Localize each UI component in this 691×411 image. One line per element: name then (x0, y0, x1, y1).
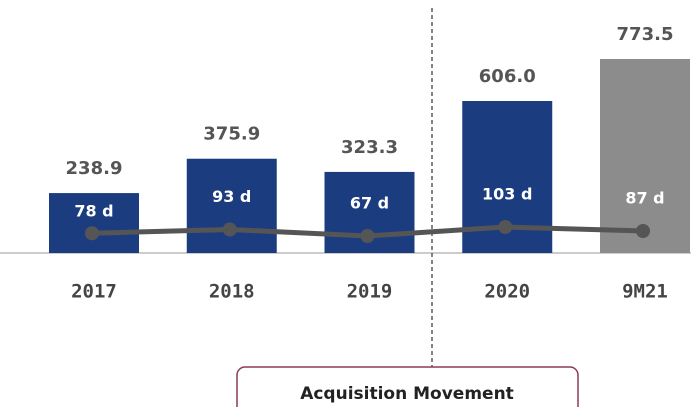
x-tick-label: 2018 (209, 281, 255, 303)
annotation: Acquisition Movement (300, 384, 514, 404)
bar-value-label: 238.9 (66, 158, 123, 179)
bar (186, 158, 277, 253)
x-tick-label: 2020 (484, 281, 530, 303)
bar-value-label: 323.3 (341, 137, 398, 158)
bar (600, 59, 690, 253)
bar-value-label: 606.0 (479, 66, 536, 87)
x-tick-label: 2019 (347, 281, 393, 303)
line-point (498, 220, 513, 234)
bar-value-label: 773.5 (617, 24, 674, 45)
x-tick-label: 2017 (71, 281, 117, 303)
line-value-label: 87 d (625, 189, 664, 208)
line-value-label: 67 d (350, 194, 389, 213)
line-value-label: 78 d (74, 202, 113, 221)
bar-value-label: 375.9 (203, 124, 260, 145)
bar (49, 193, 139, 253)
line-point (222, 222, 237, 237)
line-point (360, 229, 375, 243)
line-point (85, 226, 99, 241)
annotation-box (236, 366, 579, 411)
line-value-label: 103 d (482, 185, 532, 204)
line-point (636, 224, 650, 238)
x-tick-label: 9M21 (622, 281, 668, 303)
line-value-label: 93 d (212, 187, 251, 206)
